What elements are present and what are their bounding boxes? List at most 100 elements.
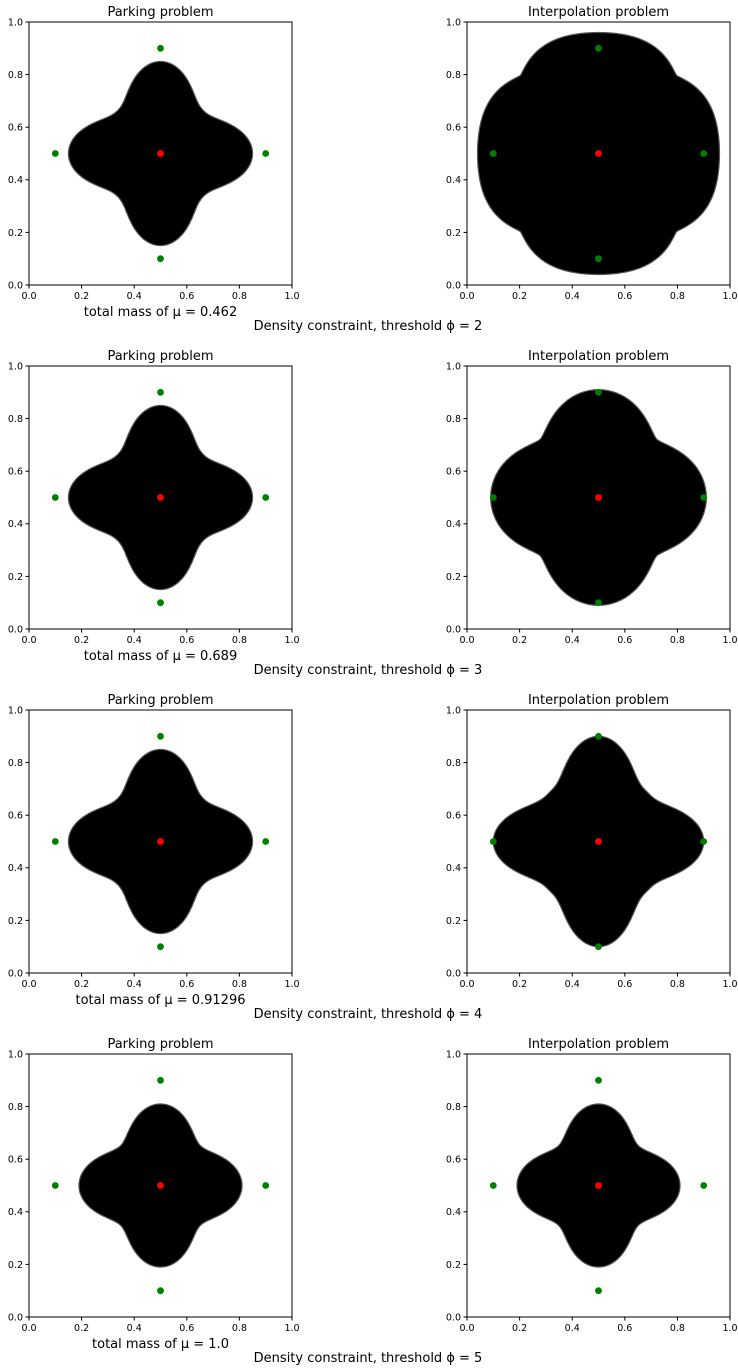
subplot: Parking problem 0.0 0.2 0.4 0.6 0.8 1.0 0.0 0.2 0… [8, 349, 300, 646]
x-tick-label: 0.8 [670, 979, 685, 990]
x-tick-label: 0.8 [232, 1323, 247, 1334]
x-tick-label: 0.6 [179, 979, 194, 990]
target-point [157, 943, 164, 951]
subplot-title: Interpolation problem [528, 693, 669, 708]
y-tick-label: 0.2 [8, 916, 23, 927]
x-tick-label: 0.2 [512, 1323, 527, 1334]
x-tick-label: 0.0 [459, 291, 474, 302]
y-tick-label: 0.4 [8, 519, 23, 530]
y-tick-label: 0.8 [8, 758, 23, 769]
y-tick-label: 0.0 [446, 280, 461, 291]
target-point [262, 150, 270, 157]
y-tick-label: 1.0 [446, 17, 461, 28]
y-tick-label: 0.6 [446, 811, 461, 822]
target-point [700, 838, 708, 845]
subplot: Parking problem 0.0 0.2 0.4 0.6 0.8 1.0 0.0 0.2 0… [8, 5, 300, 302]
x-tick-label: 0.6 [617, 635, 632, 646]
x-tick-label: 0.4 [565, 291, 580, 302]
target-point [51, 838, 59, 845]
figure-row: Parking problem 0.0 0.2 0.4 0.6 0.8 1.0 0.0 0.2 0… [8, 693, 738, 1022]
subplot-title: Interpolation problem [528, 5, 669, 20]
target-point [489, 838, 497, 845]
y-tick-label: 0.2 [446, 1260, 461, 1271]
plot-frame [28, 21, 293, 286]
x-tick-label: 1.0 [284, 1323, 299, 1334]
y-tick-label: 0.8 [8, 414, 23, 425]
center-point [595, 150, 602, 157]
target-point [489, 1182, 497, 1189]
mass-label: total mass of μ = 0.689 [84, 649, 237, 664]
x-tick-label: 1.0 [722, 1323, 737, 1334]
x-tick-label: 0.2 [74, 635, 89, 646]
plot-frame [28, 709, 293, 974]
x-tick-label: 0.2 [512, 979, 527, 990]
subplot-title: Interpolation problem [528, 1037, 669, 1052]
center-point [595, 838, 602, 845]
center-point [157, 838, 164, 845]
mass-label: total mass of μ = 0.462 [84, 305, 237, 320]
y-tick-label: 0.2 [446, 916, 461, 927]
x-tick-label: 0.6 [617, 291, 632, 302]
x-tick-label: 1.0 [284, 291, 299, 302]
x-tick-label: 0.0 [459, 979, 474, 990]
y-tick-label: 0.0 [446, 968, 461, 979]
target-point [157, 1287, 164, 1295]
y-tick-label: 0.8 [446, 1102, 461, 1113]
x-tick-label: 1.0 [284, 635, 299, 646]
x-tick-label: 0.4 [127, 979, 142, 990]
y-tick-label: 0.8 [8, 70, 23, 81]
row-caption: Density constraint, threshold ϕ = 5 [254, 1351, 483, 1366]
x-tick-label: 0.6 [617, 979, 632, 990]
target-point [700, 1182, 708, 1189]
x-tick-label: 0.4 [127, 635, 142, 646]
subplot-title: Parking problem [107, 693, 213, 708]
subplot-title: Parking problem [107, 349, 213, 364]
target-point [595, 732, 602, 740]
y-tick-label: 0.2 [8, 1260, 23, 1271]
subplot: Parking problem 0.0 0.2 0.4 0.6 0.8 1.0 0.0 0.2 0… [8, 1037, 300, 1334]
x-tick-label: 0.0 [21, 635, 36, 646]
y-tick-label: 0.4 [446, 519, 461, 530]
target-point [700, 150, 708, 157]
x-tick-label: 0.0 [21, 979, 36, 990]
target-point [700, 494, 708, 501]
target-point [595, 1287, 602, 1295]
x-tick-label: 0.8 [670, 1323, 685, 1334]
y-tick-label: 0.6 [8, 467, 23, 478]
y-tick-label: 0.6 [8, 811, 23, 822]
y-tick-label: 0.2 [446, 572, 461, 583]
subplot-title: Parking problem [107, 5, 213, 20]
target-point [595, 943, 602, 951]
target-point [262, 1182, 270, 1189]
y-tick-label: 1.0 [8, 705, 23, 716]
target-point [51, 494, 59, 501]
y-tick-label: 0.4 [8, 1207, 23, 1218]
figure-row: Parking problem 0.0 0.2 0.4 0.6 0.8 1.0 0.0 0.2 0… [8, 5, 738, 334]
y-tick-label: 0.8 [8, 1102, 23, 1113]
y-tick-label: 0.8 [446, 758, 461, 769]
plot-frame [466, 21, 731, 286]
x-tick-label: 0.0 [459, 635, 474, 646]
y-tick-label: 0.6 [8, 123, 23, 134]
y-tick-label: 0.0 [8, 968, 23, 979]
mass-label: total mass of μ = 1.0 [92, 1337, 229, 1352]
x-tick-label: 0.0 [21, 291, 36, 302]
figure-row: Parking problem 0.0 0.2 0.4 0.6 0.8 1.0 0.0 0.2 0… [8, 1037, 738, 1366]
y-tick-label: 0.4 [8, 863, 23, 874]
y-tick-label: 1.0 [8, 1049, 23, 1060]
target-point [157, 44, 164, 52]
target-point [595, 255, 602, 263]
x-tick-label: 0.4 [127, 291, 142, 302]
mass-label: total mass of μ = 0.91296 [75, 993, 245, 1008]
y-tick-label: 0.0 [446, 1312, 461, 1323]
y-tick-label: 0.0 [446, 624, 461, 635]
plot-frame [466, 1053, 731, 1318]
target-point [157, 255, 164, 263]
plot-frame [28, 365, 293, 630]
x-tick-label: 0.4 [565, 635, 580, 646]
row-caption: Density constraint, threshold ϕ = 3 [254, 663, 483, 678]
target-point [595, 1076, 602, 1084]
center-point [157, 150, 164, 157]
y-tick-label: 1.0 [446, 361, 461, 372]
